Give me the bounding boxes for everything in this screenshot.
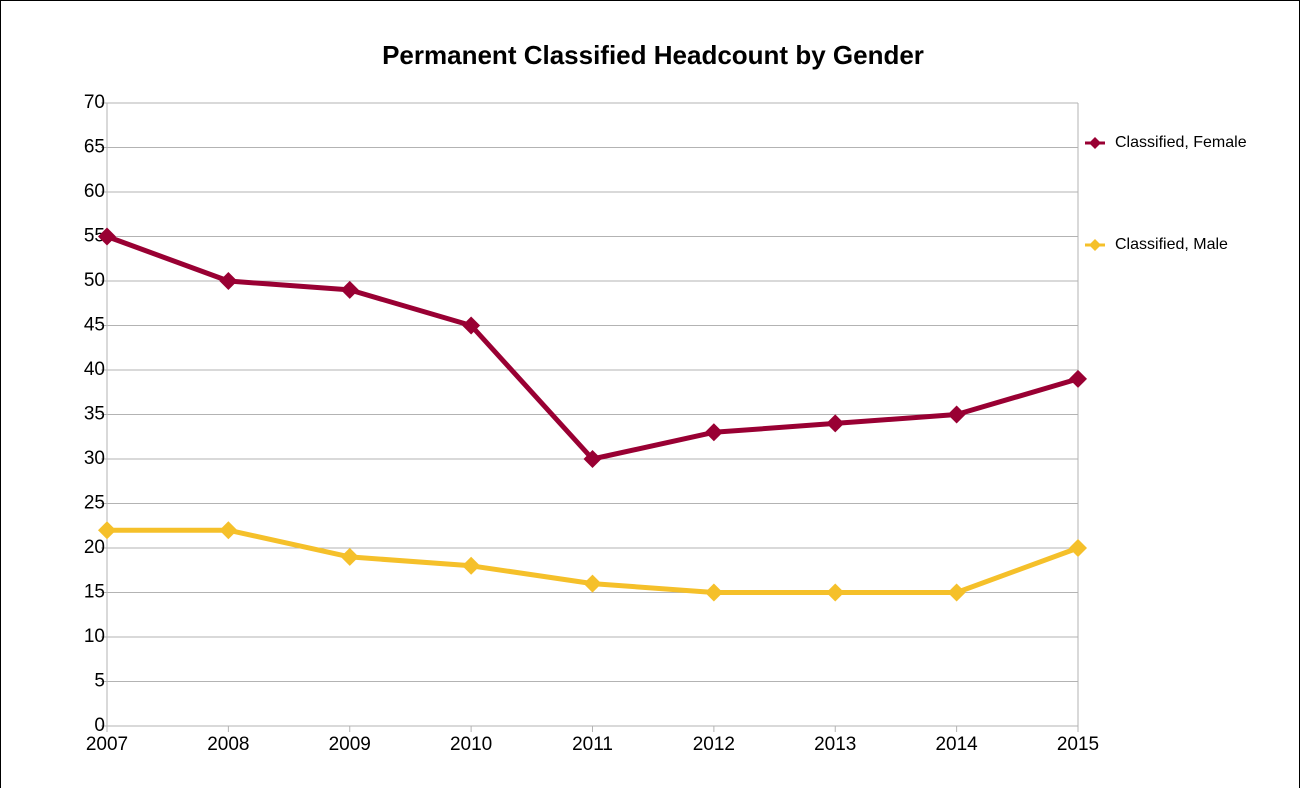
y-tick-label: 10 [84, 626, 105, 647]
y-tick-label: 45 [84, 315, 105, 336]
point [462, 556, 481, 575]
series-line [106, 234, 1079, 462]
x-tick-label: 2010 [450, 734, 492, 755]
point [219, 521, 238, 540]
point [340, 280, 359, 299]
point [98, 227, 116, 246]
y-tick-label: 65 [84, 137, 105, 158]
y-tick-label: 5 [94, 671, 105, 692]
legend-label: Classified, Male [1115, 236, 1228, 253]
chart-title: Permanent Classified Headcount by Gender [382, 40, 924, 70]
point [1069, 539, 1087, 557]
point [219, 272, 238, 290]
y-tick-label: 70 [84, 92, 105, 113]
x-tick-label: 2009 [329, 734, 371, 755]
point [98, 521, 116, 540]
point [1069, 369, 1087, 388]
y-tick-label: 20 [84, 537, 105, 558]
point [583, 450, 602, 468]
y-tick-label: 55 [84, 226, 105, 247]
x-tick-label: 2008 [207, 734, 249, 755]
y-tick-label: 15 [84, 582, 105, 603]
legend-marker [1089, 137, 1101, 149]
point [462, 316, 481, 335]
y-tick-label: 35 [84, 404, 105, 425]
point [704, 583, 723, 602]
x-tick-label: 2013 [814, 734, 856, 755]
point [704, 423, 723, 442]
x-tick-label: 2012 [693, 734, 735, 755]
y-tick-label: 60 [84, 181, 105, 202]
point [947, 583, 966, 602]
y-tick-label: 40 [84, 359, 105, 380]
y-tick-label: 0 [94, 715, 105, 736]
legend-marker [1089, 239, 1101, 251]
point [826, 583, 845, 602]
x-tick-label: 2015 [1057, 734, 1099, 755]
point [947, 405, 966, 424]
point [826, 414, 845, 433]
x-tick-label: 2007 [86, 734, 128, 755]
point [340, 547, 359, 566]
y-tick-label: 50 [84, 270, 105, 291]
x-tick-label: 2014 [935, 734, 978, 755]
x-tick-label: 2011 [572, 734, 613, 755]
point [583, 574, 602, 593]
y-tick-label: 30 [84, 448, 105, 469]
legend-label: Classified, Female [1115, 134, 1247, 151]
y-tick-label: 25 [84, 493, 105, 514]
